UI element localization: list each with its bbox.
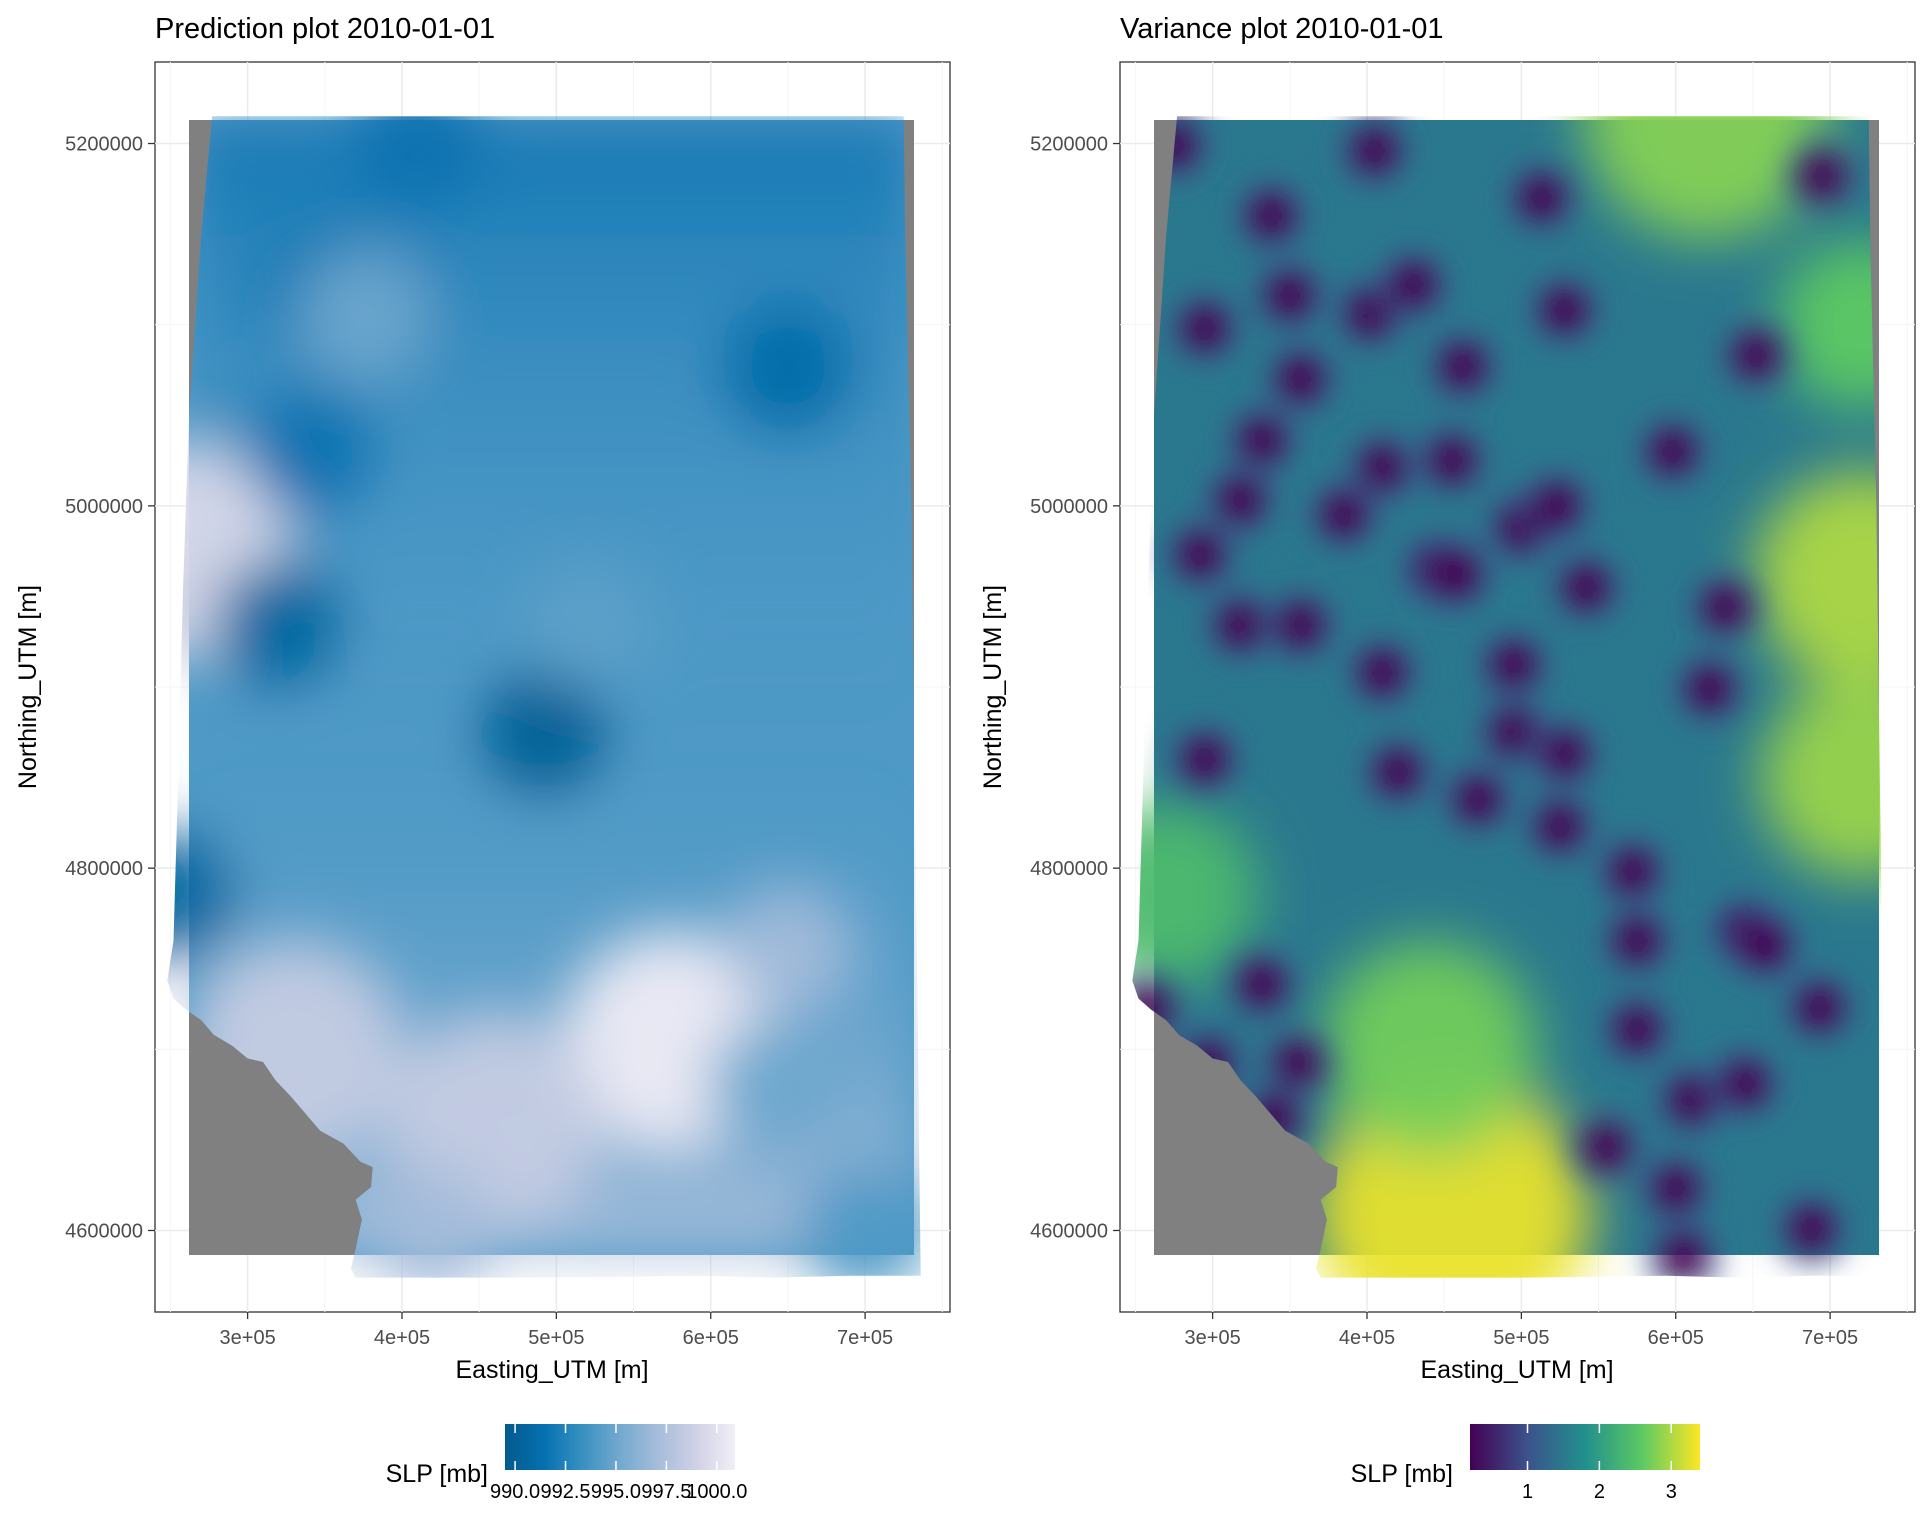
variance-x-label: Easting_UTM [m] [1420,1356,1613,1384]
variance-high-zone [1760,677,1886,878]
variance-station-minimum [1212,934,1312,1034]
prediction-field-feature [368,1165,498,1278]
x-tick-label: 3e+05 [1185,1327,1241,1349]
x-tick-label: 4e+05 [374,1327,430,1349]
prediction-field-feature [723,305,853,435]
variance-station-minimum [1587,891,1687,991]
x-tick-label: 7e+05 [837,1327,893,1349]
prediction-field-feature [352,116,483,209]
variance-station-minimum [1348,722,1448,822]
legend-tick-label: 1 [1522,1481,1533,1503]
variance-station-minimum [1294,465,1394,565]
variance-station-minimum [1515,260,1614,360]
variance-station-minimum [1221,166,1321,266]
legend-tick-label: 3 [1666,1481,1677,1503]
prediction-x-label: Easting_UTM [m] [455,1356,648,1384]
variance-station-minimum [1706,306,1806,405]
prediction-field-feature [723,884,853,1015]
y-tick-label: 5200000 [1030,134,1108,156]
legend-tick-label: 995.0 [591,1481,641,1503]
y-tick-label: 4600000 [65,1220,143,1242]
variance-station-minimum [1402,411,1502,510]
prediction-field-feature [213,558,344,689]
prediction-field-feature [707,1020,838,1151]
variance-station-minimum [1492,148,1591,248]
x-tick-label: 4e+05 [1339,1327,1395,1349]
variance-title: Variance plot 2010-01-01 [1120,13,1444,45]
y-tick-label: 4800000 [1030,858,1108,880]
variance-x-axis: 3e+05 4e+05 5e+05 6e+05 7e+05 [1185,1312,1858,1349]
variance-station-minimum [1587,979,1687,1079]
variance-station-minimum [1251,576,1351,675]
y-tick-label: 5000000 [1030,496,1108,518]
variance-station-minimum [1507,456,1607,556]
variance-high-zone [1132,802,1259,988]
x-tick-label: 6e+05 [683,1327,739,1349]
y-tick-label: 4800000 [65,858,143,880]
variance-station-minimum [1363,235,1463,335]
variance-station-minimum [1623,402,1723,501]
prediction-x-axis: 3e+05 4e+05 5e+05 6e+05 7e+05 [220,1312,893,1349]
prediction-title: Prediction plot 2010-01-01 [155,13,495,45]
variance-station-minimum [1333,623,1432,722]
y-tick-label: 5200000 [65,134,143,156]
variance-legend: SLP [mb] 1 2 3 [1351,1424,1700,1503]
y-tick-label: 5000000 [65,496,143,518]
variance-station-minimum [1325,116,1425,201]
variance-high-zone [1320,941,1537,1158]
variance-station-minimum [1510,777,1610,876]
y-tick-label: 4600000 [1030,1220,1108,1242]
variance-station-minimum [1155,278,1255,378]
prediction-panel: Prediction plot 2010-01-01 4600000 480000… [14,13,951,1384]
prediction-field-feature [479,667,609,798]
prediction-y-label: Northing_UTM [m] [14,585,42,789]
prediction-field-feature [298,250,429,381]
prediction-field [167,116,921,1278]
variance-y-label: Northing_UTM [m] [979,585,1007,789]
variance-station-minimum [1769,958,1869,1058]
variance-station-minimum [1762,1179,1861,1278]
variance-panel: Variance plot 2010-01-01 4600000 4800000 5… [979,13,1916,1384]
x-tick-label: 7e+05 [1802,1327,1858,1349]
variance-station-minimum [1695,1034,1795,1134]
legend-tick-label: 1000.0 [686,1481,747,1503]
variance-station-minimum [1536,537,1636,637]
variance-station-minimum [1413,316,1513,416]
prediction-legend-title: SLP [mb] [386,1460,488,1488]
variance-legend-bar [1470,1424,1700,1470]
variance-high-zone [1752,470,1886,687]
variance-field [1132,116,1886,1278]
x-tick-label: 5e+05 [528,1327,584,1349]
prediction-y-axis: 4600000 4800000 5000000 5200000 [65,134,155,1242]
variance-station-minimum [1155,710,1255,809]
variance-station-minimum [1240,246,1340,346]
variance-high-zone [1776,239,1886,410]
variance-station-minimum [1772,126,1872,226]
variance-y-axis: 4600000 4800000 5000000 5200000 [1030,134,1120,1242]
legend-tick-label: 997.5 [641,1481,691,1503]
variance-high-zone [1583,116,1831,240]
x-tick-label: 5e+05 [1493,1327,1549,1349]
prediction-field-feature [244,386,375,517]
legend-tick-label: 990.0 [490,1481,540,1503]
prediction-field-feature [800,1165,921,1278]
legend-tick-label: 992.5 [540,1481,590,1503]
legend-tick-label: 2 [1594,1481,1605,1503]
prediction-field-feature [522,558,653,689]
prediction-legend-bar [505,1424,735,1470]
variance-legend-title: SLP [mb] [1351,1460,1453,1488]
x-tick-label: 3e+05 [220,1327,276,1349]
variance-station-minimum [1675,557,1775,657]
variance-station-minimum [1515,704,1614,804]
x-tick-label: 6e+05 [1648,1327,1704,1349]
variance-station-minimum [1634,1206,1733,1278]
variance-station-minimum [1660,639,1760,739]
